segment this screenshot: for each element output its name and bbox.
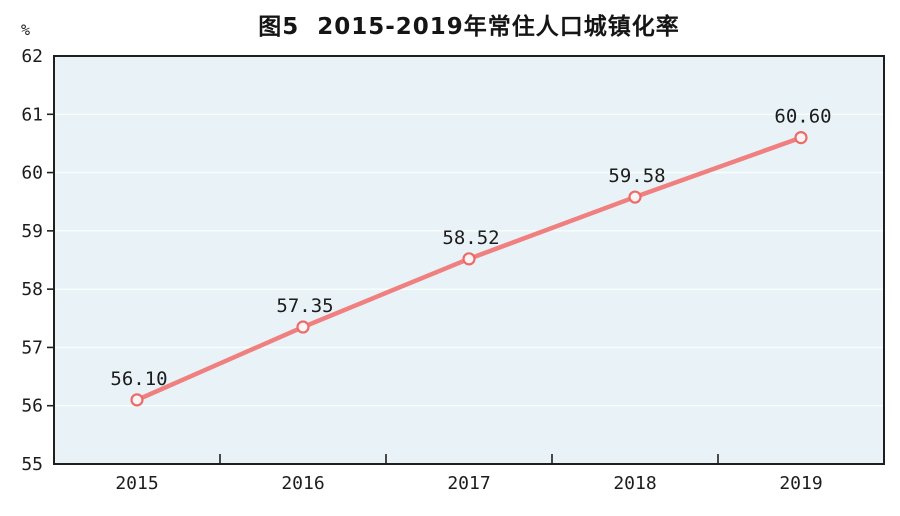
data-point-2019 [794, 131, 808, 145]
y-tick-label-55: 55 [21, 454, 43, 475]
y-tick-label-62: 62 [21, 46, 43, 67]
data-label-2019: 60.60 [774, 106, 831, 128]
plot-area-border [53, 55, 885, 465]
y-tick-label-59: 59 [21, 221, 43, 242]
data-point-2018 [628, 190, 642, 204]
data-label-2018: 59.58 [608, 165, 665, 187]
x-tick-label-2019: 2019 [779, 473, 822, 494]
y-tick-label-56: 56 [21, 396, 43, 417]
data-point-2015 [130, 393, 144, 407]
x-tick-label-2015: 2015 [115, 473, 158, 494]
y-tick-label-57: 57 [21, 337, 43, 358]
data-label-2015: 56.10 [110, 368, 167, 390]
y-tick-label-58: 58 [21, 279, 43, 300]
x-tick-label-2016: 2016 [281, 473, 324, 494]
chart-title: 图5 2015-2019年常住人口城镇化率 [258, 14, 680, 40]
data-point-2016 [296, 320, 310, 334]
data-point-2017 [462, 252, 476, 266]
data-label-2017: 58.52 [442, 227, 499, 249]
y-tick-label-60: 60 [21, 163, 43, 184]
y-axis-unit-label: % [21, 21, 31, 39]
data-label-2016: 57.35 [276, 295, 333, 317]
y-tick-label-61: 61 [21, 104, 43, 125]
x-tick-label-2018: 2018 [613, 473, 656, 494]
x-tick-label-2017: 2017 [447, 473, 490, 494]
